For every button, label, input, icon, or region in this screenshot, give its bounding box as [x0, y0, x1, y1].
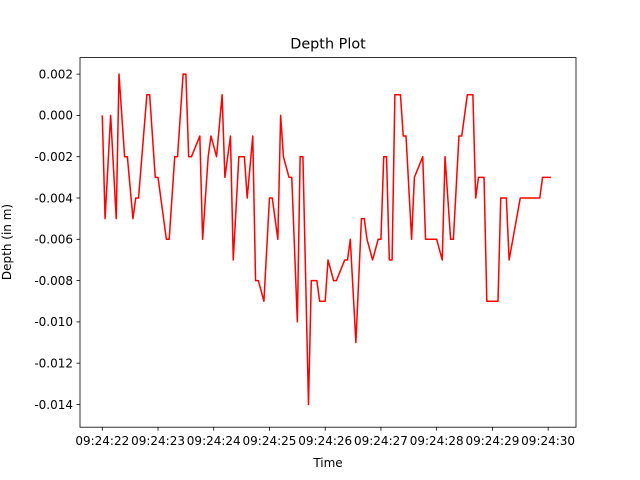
y-axis-label: Depth (in m)	[0, 204, 14, 280]
y-tick-label: -0.014	[34, 398, 73, 412]
x-tick-label: 09:24:27	[354, 434, 408, 448]
chart-title: Depth Plot	[290, 37, 366, 53]
y-tick-label: 0.000	[39, 109, 73, 123]
x-tick-label: 09:24:26	[298, 434, 352, 448]
y-tick-label: -0.012	[34, 356, 73, 370]
axes-frame	[79, 57, 577, 428]
y-tick-label: -0.006	[34, 233, 73, 247]
y-tick-label: -0.002	[34, 150, 73, 164]
x-axis-ticks: 09:24:22 09:24:23 09:24:24 09:24:25 09:24:26…	[75, 427, 575, 448]
x-tick-label: 09:24:28	[410, 434, 464, 448]
y-axis-ticks: 0.002 0.000 -0.002 -0.004 -0.006 -0.008 -0.010…	[34, 67, 80, 412]
plot-area	[101, 73, 551, 406]
y-tick-label: -0.008	[34, 274, 73, 288]
x-axis-label: Time	[312, 456, 342, 470]
y-tick-label: -0.004	[34, 191, 73, 205]
x-tick-label: 09:24:30	[521, 434, 575, 448]
depth-series-line	[101, 73, 551, 406]
x-tick-label: 09:24:23	[131, 434, 185, 448]
x-tick-label: 09:24:22	[75, 434, 129, 448]
x-tick-label: 09:24:29	[465, 434, 519, 448]
x-tick-label: 09:24:25	[243, 434, 297, 448]
x-tick-label: 09:24:24	[187, 434, 241, 448]
y-tick-label: 0.002	[39, 67, 73, 81]
y-tick-label: -0.010	[34, 315, 73, 329]
